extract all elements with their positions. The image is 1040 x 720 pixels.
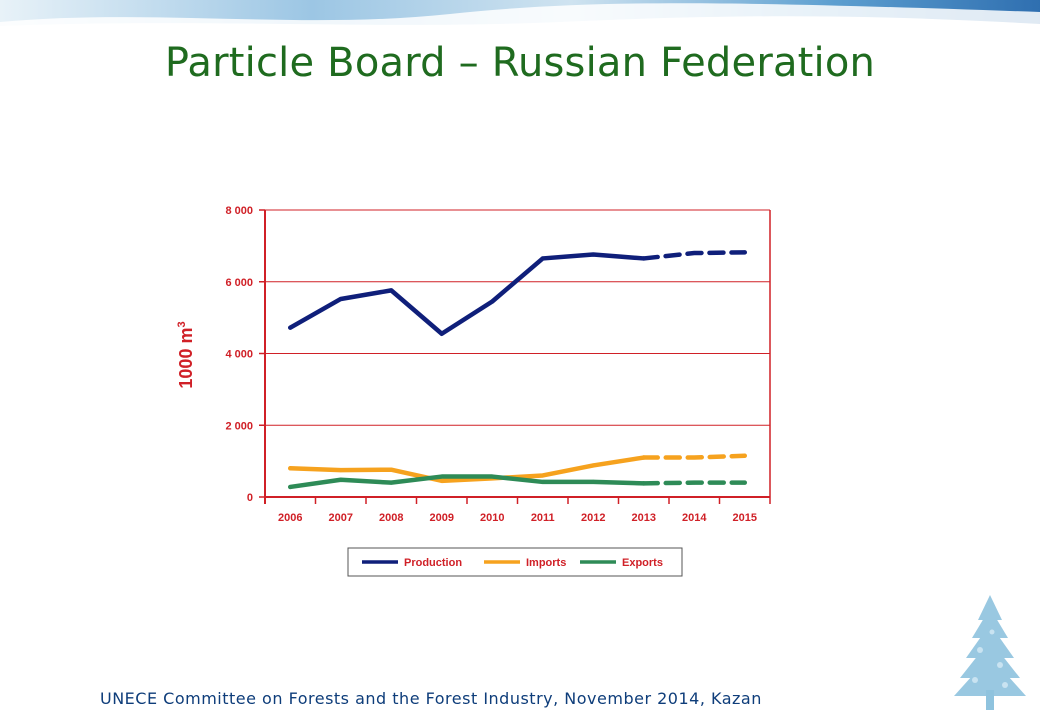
imports-point	[389, 467, 394, 472]
imports-point	[288, 466, 293, 471]
imports-point	[591, 463, 596, 468]
y-axis-label-sup: 3	[176, 321, 188, 327]
production-point	[540, 256, 545, 261]
series-lines	[288, 250, 747, 490]
exports-point	[490, 474, 495, 479]
exports-line	[288, 474, 646, 490]
water-mosaic-banner	[0, 0, 1040, 30]
x-tick-label: 2011	[531, 512, 555, 524]
y-tick-label: 8 000	[225, 205, 253, 217]
x-tick-label: 2008	[379, 512, 403, 524]
exports-point	[389, 480, 394, 485]
y-axis-label: 1000 m3	[176, 321, 196, 388]
production-line	[288, 252, 646, 337]
imports-point	[742, 453, 747, 458]
x-tick-label: 2007	[329, 512, 353, 524]
imports-point	[439, 478, 444, 483]
x-tick-label: 2014	[682, 512, 707, 524]
x-tick-label: 2013	[632, 512, 656, 524]
legend-frame	[347, 547, 683, 577]
y-tick-label: 4 000	[225, 349, 253, 361]
production-point	[591, 252, 596, 257]
exports-point	[540, 479, 545, 484]
exports-point	[692, 480, 697, 485]
legend: Production Imports Exports	[347, 547, 683, 577]
production-point	[641, 256, 646, 261]
exports-legend-label: Exports	[622, 557, 663, 569]
y-axis-label-base: 1000 m	[176, 328, 196, 389]
imports-line	[288, 455, 646, 484]
imports-point	[692, 455, 697, 460]
production-point	[389, 288, 394, 293]
tree-icon	[954, 595, 1026, 710]
exports-point	[641, 481, 646, 486]
y-tick-label: 0	[247, 492, 253, 504]
production-point	[742, 250, 747, 255]
imports-legend-label: Imports	[526, 557, 566, 569]
x-tick-label: 2010	[480, 512, 504, 524]
y-tick-label: 2 000	[225, 420, 253, 432]
exports-point	[591, 479, 596, 484]
gridlines	[265, 209, 770, 426]
y-tick-label: 6 000	[225, 277, 253, 289]
imports-point	[641, 455, 646, 460]
production-point	[288, 325, 293, 330]
x-tick-label: 2006	[278, 512, 302, 524]
footer-text: UNECE Committee on Forests and the Fores…	[100, 689, 762, 708]
production-point	[338, 296, 343, 301]
imports-point	[540, 473, 545, 478]
x-tick-label: 2015	[733, 512, 757, 524]
exports-point	[742, 480, 747, 485]
imports-point	[338, 468, 343, 473]
production-point	[490, 299, 495, 304]
production-legend-label: Production	[404, 557, 462, 569]
tick-labels: 0 2 000 4 000 6 000 8 000 2006 2007 2008 2009 201…	[225, 205, 757, 524]
axes	[259, 209, 771, 504]
production-point	[439, 331, 444, 336]
exports-point	[439, 474, 444, 479]
x-tick-label: 2009	[430, 512, 454, 524]
x-tick-label: 2012	[581, 512, 605, 524]
production-point	[692, 251, 697, 256]
exports-point	[288, 484, 293, 489]
exports-point	[338, 477, 343, 482]
slide-title: Particle Board – Russian Federation	[164, 40, 876, 86]
